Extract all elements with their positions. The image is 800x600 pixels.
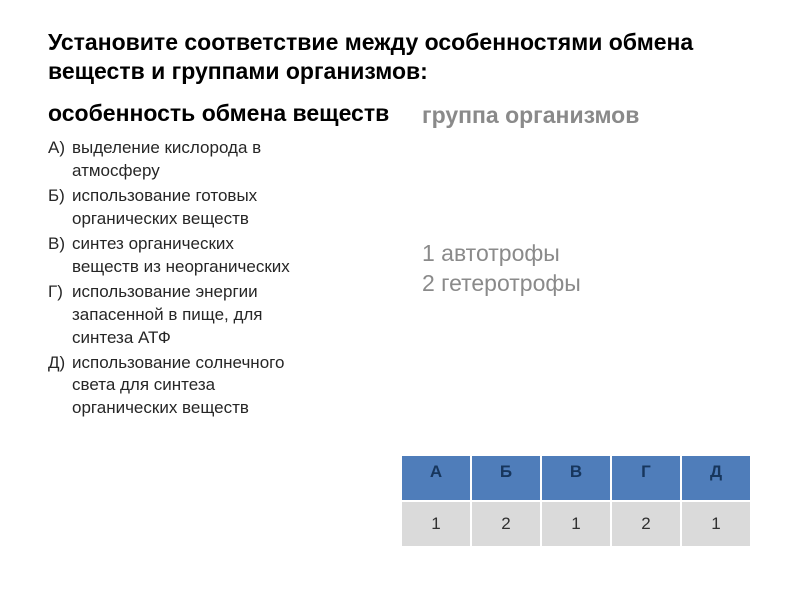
table-row: 1 2 1 2 1 bbox=[401, 501, 751, 547]
item-letter: Г) bbox=[48, 281, 72, 304]
task-title: Установите соответствие между особенност… bbox=[48, 28, 752, 86]
item-text: органических веществ bbox=[48, 208, 398, 231]
item-text: запасенной в пище, для bbox=[48, 304, 398, 327]
right-column-header: группа организмов bbox=[422, 102, 752, 130]
item-text: использование солнечного bbox=[72, 352, 284, 375]
item-letter: Б) bbox=[48, 185, 72, 208]
list-item: В)синтез органических веществ из неорган… bbox=[48, 233, 398, 279]
item-letter: Д) bbox=[48, 352, 72, 375]
item-text: синтеза АТФ bbox=[48, 327, 398, 350]
left-column: особенность обмена веществ А)выделение к… bbox=[48, 100, 398, 423]
content-columns: особенность обмена веществ А)выделение к… bbox=[48, 100, 752, 423]
item-text: света для синтеза bbox=[48, 374, 398, 397]
left-column-header: особенность обмена веществ bbox=[48, 100, 398, 128]
item-letter: А) bbox=[48, 137, 72, 160]
table-header-cell: А bbox=[401, 455, 471, 501]
answer-table: А Б В Г Д 1 2 1 2 1 bbox=[400, 454, 752, 548]
item-text: синтез органических bbox=[72, 233, 234, 256]
item-letter: В) bbox=[48, 233, 72, 256]
item-text: атмосферу bbox=[48, 160, 398, 183]
item-text: выделение кислорода в bbox=[72, 137, 261, 160]
item-text: использование энергии bbox=[72, 281, 258, 304]
right-column: группа организмов 1 автотрофы 2 гетеротр… bbox=[422, 100, 752, 423]
list-item: Д)использование солнечного света для син… bbox=[48, 352, 398, 421]
list-item: Б)использование готовых органических вещ… bbox=[48, 185, 398, 231]
table-data-cell: 1 bbox=[681, 501, 751, 547]
list-item: А)выделение кислорода в атмосферу bbox=[48, 137, 398, 183]
right-items: 1 автотрофы 2 гетеротрофы bbox=[422, 239, 752, 299]
table-data-cell: 1 bbox=[401, 501, 471, 547]
table-header-cell: В bbox=[541, 455, 611, 501]
list-item: Г)использование энергии запасенной в пищ… bbox=[48, 281, 398, 350]
list-item: 1 автотрофы bbox=[422, 239, 752, 269]
table-data-cell: 2 bbox=[611, 501, 681, 547]
item-text: органических веществ bbox=[48, 397, 398, 420]
item-text: веществ из неорганических bbox=[48, 256, 398, 279]
left-items: А)выделение кислорода в атмосферу Б)испо… bbox=[48, 137, 398, 420]
table-header-cell: Г bbox=[611, 455, 681, 501]
table-data-cell: 1 bbox=[541, 501, 611, 547]
table-data-cell: 2 bbox=[471, 501, 541, 547]
table-header-cell: Д bbox=[681, 455, 751, 501]
item-text: использование готовых bbox=[72, 185, 257, 208]
table-header-cell: Б bbox=[471, 455, 541, 501]
table-row: А Б В Г Д bbox=[401, 455, 751, 501]
list-item: 2 гетеротрофы bbox=[422, 269, 752, 299]
